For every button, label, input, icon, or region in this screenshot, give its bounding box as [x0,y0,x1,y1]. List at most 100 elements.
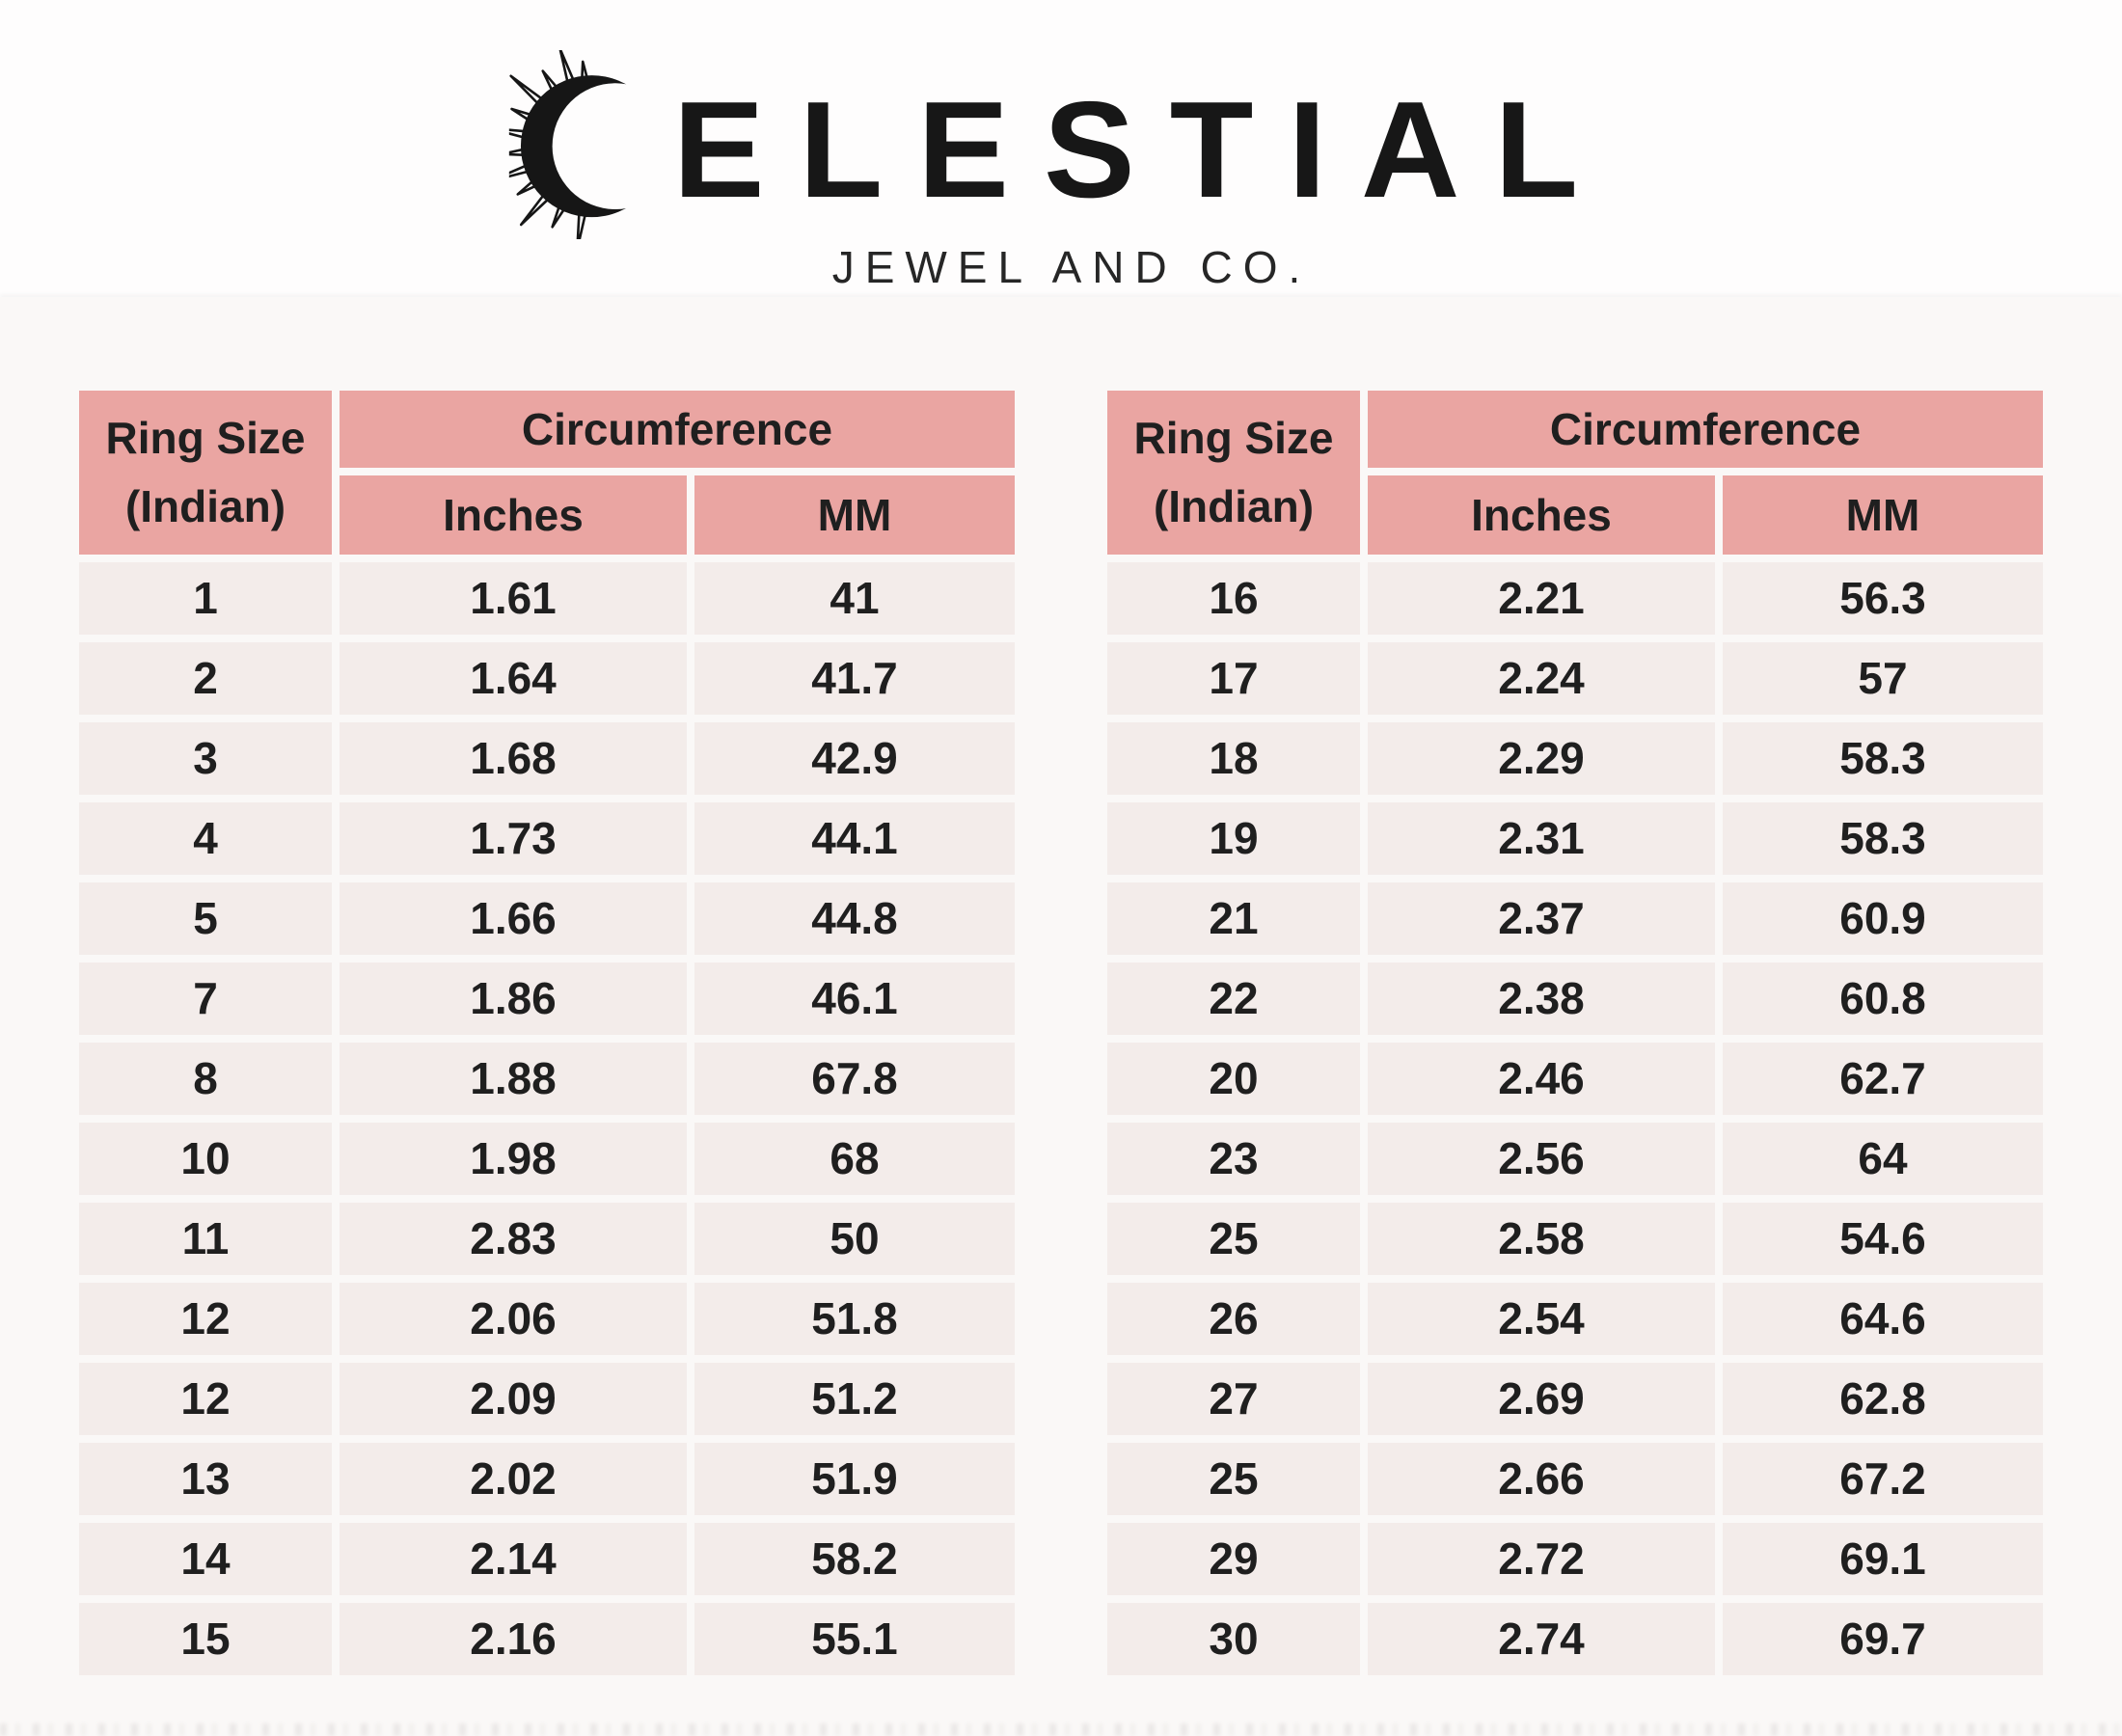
ring-size-value: 3 [79,722,332,795]
header-inches: Inches [1368,475,1715,555]
ring-size-value: 5 [79,882,332,955]
inches-value: 1.68 [340,722,687,795]
mm-value: 57 [1723,642,2043,715]
inches-value: 2.58 [1368,1203,1715,1275]
brand-tagline: JEWEL AND CO. [831,242,1312,292]
inches-value: 2.31 [1368,802,1715,875]
inches-value: 2.74 [1368,1603,1715,1675]
cropped-print-artifact [0,1723,2122,1736]
brand-header: ELESTIAL JEWEL AND CO. [0,0,2122,299]
ring-size-value: 15 [79,1603,332,1675]
mm-value: 41 [694,562,1015,635]
mm-value: 58.2 [694,1523,1015,1595]
ring-size-table-right: Ring Size (Indian) Circumference Inches … [1107,391,2043,1675]
inches-value: 2.16 [340,1603,687,1675]
mm-value: 50 [694,1203,1015,1275]
inches-value: 2.24 [1368,642,1715,715]
header-ring-size: Ring Size (Indian) [1107,391,1360,555]
header-ring-size-line2: (Indian) [1153,481,1315,532]
inches-value: 1.86 [340,963,687,1035]
mm-value: 68 [694,1123,1015,1195]
ring-size-value: 20 [1107,1043,1360,1115]
inches-value: 2.72 [1368,1523,1715,1595]
ring-size-value: 27 [1107,1363,1360,1435]
ring-size-value: 11 [79,1203,332,1275]
mm-value: 62.7 [1723,1043,2043,1115]
header-ring-size: Ring Size (Indian) [79,391,332,555]
mm-value: 44.1 [694,802,1015,875]
mm-value: 44.8 [694,882,1015,955]
mm-value: 51.8 [694,1283,1015,1355]
mm-value: 46.1 [694,963,1015,1035]
mm-value: 56.3 [1723,562,2043,635]
inches-value: 1.88 [340,1043,687,1115]
ring-size-value: 18 [1107,722,1360,795]
mm-value: 58.3 [1723,722,2043,795]
mm-value: 58.3 [1723,802,2043,875]
mm-value: 51.9 [694,1443,1015,1515]
inches-value: 2.29 [1368,722,1715,795]
ring-size-value: 22 [1107,963,1360,1035]
header-circumference: Circumference [1368,391,2043,468]
header-inches: Inches [340,475,687,555]
header-circumference: Circumference [340,391,1015,468]
ring-size-value: 29 [1107,1523,1360,1595]
inches-value: 2.14 [340,1523,687,1595]
mm-value: 54.6 [1723,1203,2043,1275]
mm-value: 67.8 [694,1043,1015,1115]
inches-value: 2.06 [340,1283,687,1355]
ring-size-value: 21 [1107,882,1360,955]
mm-value: 51.2 [694,1363,1015,1435]
inches-value: 2.02 [340,1443,687,1515]
inches-value: 2.09 [340,1363,687,1435]
crescent-sun-icon [508,50,663,239]
mm-value: 62.8 [1723,1363,2043,1435]
inches-value: 2.83 [340,1203,687,1275]
inches-value: 1.61 [340,562,687,635]
brand-wordmark: ELESTIAL [508,50,1614,239]
ring-size-value: 30 [1107,1603,1360,1675]
ring-size-value: 23 [1107,1123,1360,1195]
ring-size-value: 14 [79,1523,332,1595]
mm-value: 69.7 [1723,1603,2043,1675]
inches-value: 1.64 [340,642,687,715]
inches-value: 2.56 [1368,1123,1715,1195]
mm-value: 42.9 [694,722,1015,795]
mm-value: 69.1 [1723,1523,2043,1595]
brand-name: ELESTIAL [672,73,1614,227]
inches-value: 2.66 [1368,1443,1715,1515]
ring-size-value: 25 [1107,1443,1360,1515]
inches-value: 1.73 [340,802,687,875]
mm-value: 67.2 [1723,1443,2043,1515]
mm-value: 64.6 [1723,1283,2043,1355]
ring-size-value: 10 [79,1123,332,1195]
inches-value: 1.66 [340,882,687,955]
inches-value: 2.69 [1368,1363,1715,1435]
ring-size-value: 7 [79,963,332,1035]
header-mm: MM [1723,475,2043,555]
ring-size-value: 17 [1107,642,1360,715]
ring-size-value: 4 [79,802,332,875]
inches-value: 2.37 [1368,882,1715,955]
ring-size-value: 2 [79,642,332,715]
mm-value: 60.8 [1723,963,2043,1035]
ring-size-value: 25 [1107,1203,1360,1275]
mm-value: 64 [1723,1123,2043,1195]
header-ring-size-line1: Ring Size [1133,413,1334,464]
header-mm: MM [694,475,1015,555]
ring-size-value: 12 [79,1363,332,1435]
ring-size-value: 13 [79,1443,332,1515]
header-ring-size-line1: Ring Size [105,413,306,464]
mm-value: 41.7 [694,642,1015,715]
inches-value: 2.38 [1368,963,1715,1035]
ring-size-value: 26 [1107,1283,1360,1355]
inches-value: 1.98 [340,1123,687,1195]
inches-value: 2.54 [1368,1283,1715,1355]
ring-size-value: 19 [1107,802,1360,875]
inches-value: 2.21 [1368,562,1715,635]
ring-size-value: 8 [79,1043,332,1115]
ring-size-value: 1 [79,562,332,635]
header-ring-size-line2: (Indian) [124,481,286,532]
ring-size-value: 16 [1107,562,1360,635]
